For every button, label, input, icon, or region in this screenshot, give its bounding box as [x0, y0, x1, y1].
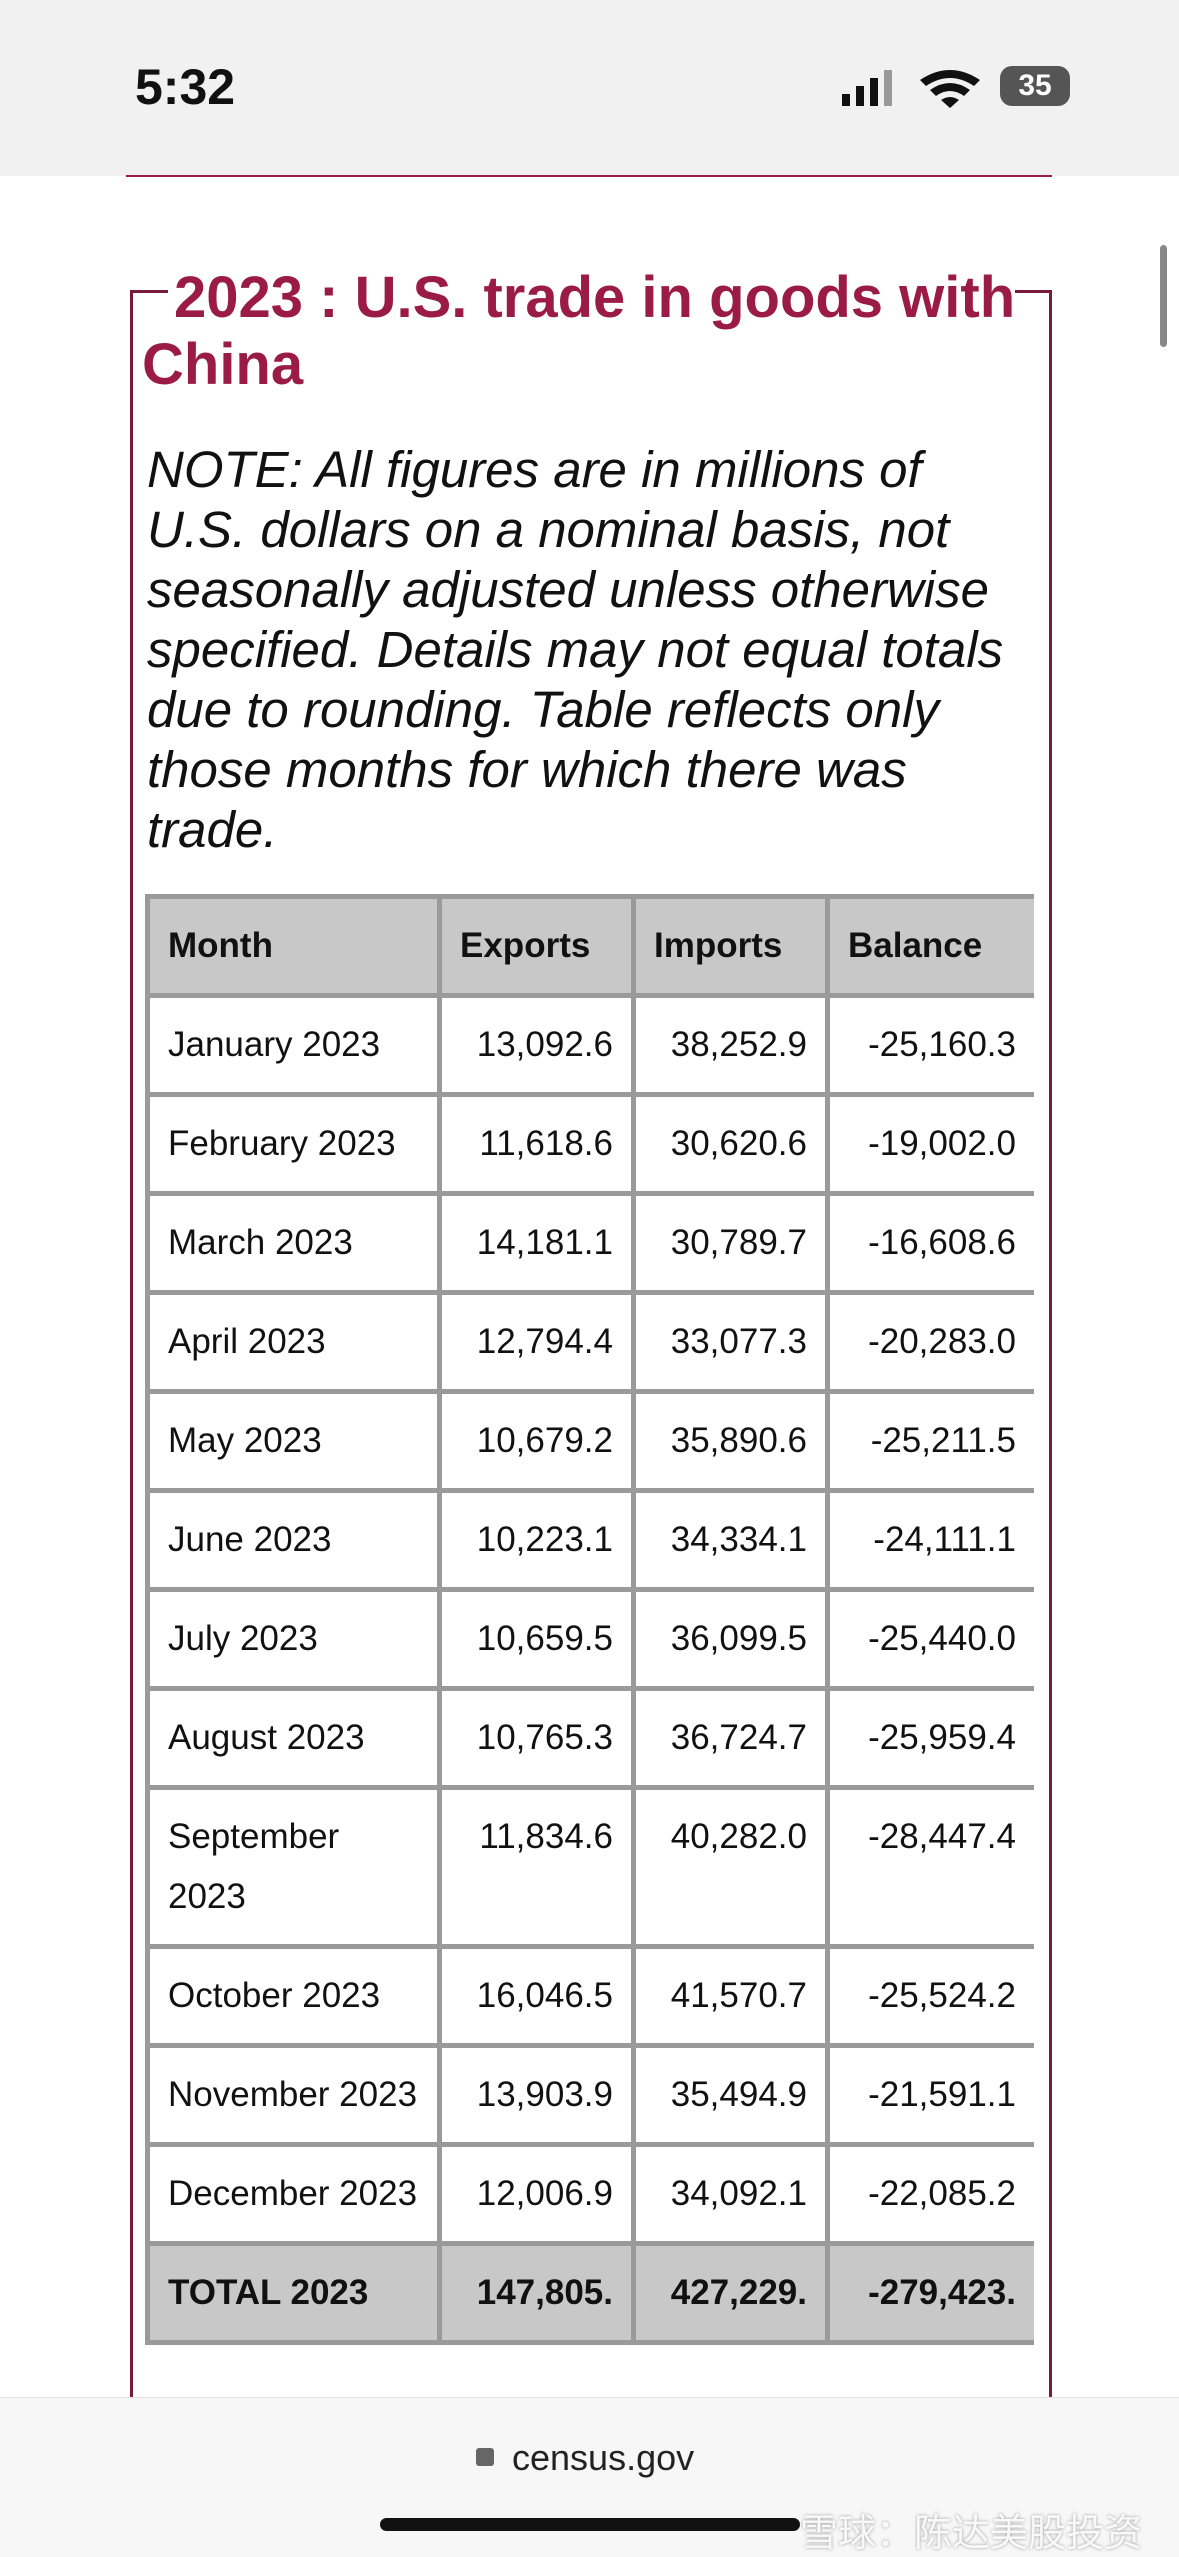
data-row: August 2023 10,765.3 36,724.7 -25,959.4 [145, 1686, 1034, 1790]
data-row: September 2023 11,834.6 40,282.0 -28,447.4 [145, 1785, 1034, 1949]
value-cell: 34,334.1 [631, 1488, 830, 1592]
month-cell: October 2023 [145, 1944, 442, 2048]
month-cell: September 2023 [145, 1785, 442, 1949]
section-title: 2023 : U.S. trade in goods with China [142, 264, 1042, 398]
trade-table: Month Exports Imports Balance January 2023 13… [145, 894, 1034, 2345]
total-cell: -279,423. [825, 2241, 1034, 2345]
value-cell: -28,447.4 [825, 1785, 1034, 1949]
column-header: Month [145, 894, 442, 998]
total-label: TOTAL 2023 [145, 2241, 442, 2345]
home-indicator [380, 2518, 800, 2531]
lock-icon [476, 2448, 494, 2466]
month-cell: November 2023 [145, 2043, 442, 2147]
clock: 5:32 [135, 59, 236, 115]
value-cell: -16,608.6 [825, 1191, 1034, 1295]
value-cell: 40,282.0 [631, 1785, 830, 1949]
value-cell: 10,765.3 [437, 1686, 636, 1790]
value-cell: -25,211.5 [825, 1389, 1034, 1493]
value-cell: 36,099.5 [631, 1587, 830, 1691]
value-cell: 11,618.6 [437, 1092, 636, 1196]
title-text: 2023 : U.S. trade in goods with China [142, 265, 1016, 397]
value-cell: 10,659.5 [437, 1587, 636, 1691]
table-wrap: Month Exports Imports Balance January 2023 13… [145, 894, 1034, 2397]
url[interactable]: census.gov [512, 2437, 695, 2478]
data-row: November 2023 13,903.9 35,494.9 -21,591.1 [145, 2043, 1034, 2147]
column-header: Imports [631, 894, 830, 998]
data-row: October 2023 16,046.5 41,570.7 -25,524.2 [145, 1944, 1034, 2048]
month-cell: February 2023 [145, 1092, 442, 1196]
data-row: February 2023 11,618.6 30,620.6 -19,002.0 [145, 1092, 1034, 1196]
month-cell: July 2023 [145, 1587, 442, 1691]
value-cell: 41,570.7 [631, 1944, 830, 2048]
value-cell: 11,834.6 [437, 1785, 636, 1949]
value-cell: -25,160.3 [825, 993, 1034, 1097]
note: NOTE: All figures are in millions of U.S… [147, 441, 1004, 858]
total-cell: 147,805. [437, 2241, 636, 2345]
status-bar [0, 0, 1179, 176]
month-cell: August 2023 [145, 1686, 442, 1790]
value-cell: 14,181.1 [437, 1191, 636, 1295]
value-cell: 35,494.9 [631, 2043, 830, 2147]
month-cell: January 2023 [145, 993, 442, 1097]
value-cell: -19,002.0 [825, 1092, 1034, 1196]
value-cell: 35,890.6 [631, 1389, 830, 1493]
value-cell: 12,794.4 [437, 1290, 636, 1394]
value-cell: -25,440.0 [825, 1587, 1034, 1691]
scrollbar [1160, 245, 1167, 347]
value-cell: -20,283.0 [825, 1290, 1034, 1394]
value-cell: -25,959.4 [825, 1686, 1034, 1790]
value-cell: -24,111.1 [825, 1488, 1034, 1592]
value-cell: 12,006.9 [437, 2142, 636, 2246]
total-row: TOTAL 2023 147,805. 427,229. -279,423. [145, 2241, 1034, 2345]
value-cell: 30,789.7 [631, 1191, 830, 1295]
total-cell: 427,229. [631, 2241, 830, 2345]
month-cell: March 2023 [145, 1191, 442, 1295]
value-cell: 36,724.7 [631, 1686, 830, 1790]
data-row: April 2023 12,794.4 33,077.3 -20,283.0 [145, 1290, 1034, 1394]
header-row: Month Exports Imports Balance [145, 894, 1034, 998]
battery: 35 [1000, 66, 1070, 106]
data-row: May 2023 10,679.2 35,890.6 -25,211.5 [145, 1389, 1034, 1493]
value-cell: 13,092.6 [437, 993, 636, 1097]
value-cell: 38,252.9 [631, 993, 830, 1097]
value-cell: 33,077.3 [631, 1290, 830, 1394]
value-cell: 13,903.9 [437, 2043, 636, 2147]
data-row: January 2023 13,092.6 38,252.9 -25,160.3 [145, 993, 1034, 1097]
value-cell: 34,092.1 [631, 2142, 830, 2246]
status-icons [842, 70, 980, 108]
column-header: Balance [825, 894, 1034, 998]
column-header: Exports [437, 894, 636, 998]
data-row: June 2023 10,223.1 34,334.1 -24,111.1 [145, 1488, 1034, 1592]
watermark: 雪球：陈达美股投资 [800, 2513, 1143, 2555]
value-cell: 10,223.1 [437, 1488, 636, 1592]
month-cell: May 2023 [145, 1389, 442, 1493]
value-cell: 30,620.6 [631, 1092, 830, 1196]
data-row: December 2023 12,006.9 34,092.1 -22,085.2 [145, 2142, 1034, 2246]
data-row: July 2023 10,659.5 36,099.5 -25,440.0 [145, 1587, 1034, 1691]
value-cell: -25,524.2 [825, 1944, 1034, 2048]
month-cell: April 2023 [145, 1290, 442, 1394]
month-cell: December 2023 [145, 2142, 442, 2246]
value-cell: -21,591.1 [825, 2043, 1034, 2147]
value-cell: 10,679.2 [437, 1389, 636, 1493]
data-row: March 2023 14,181.1 30,789.7 -16,608.6 [145, 1191, 1034, 1295]
value-cell: 16,046.5 [437, 1944, 636, 2048]
month-cell: June 2023 [145, 1488, 442, 1592]
divider [126, 175, 1052, 177]
value-cell: -22,085.2 [825, 2142, 1034, 2246]
